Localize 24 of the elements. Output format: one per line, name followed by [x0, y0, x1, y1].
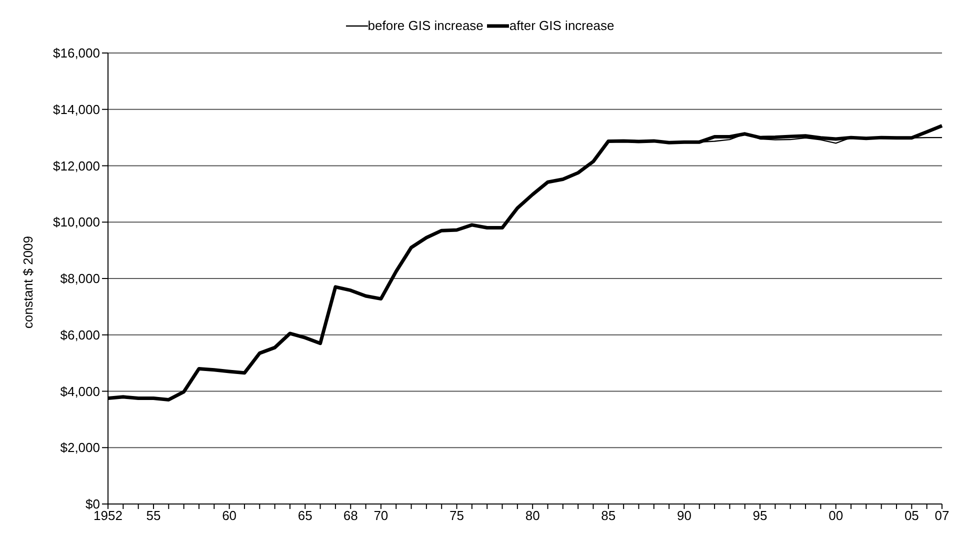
x-tick-label: 70: [374, 508, 388, 524]
x-tick-label: 75: [450, 508, 464, 524]
x-tick-label: 95: [752, 508, 768, 524]
y-tick-label: $14,000: [53, 102, 100, 117]
x-tick-label: 65: [298, 508, 312, 524]
x-tick-label: 85: [601, 508, 616, 524]
x-tick-label: 68: [343, 508, 358, 524]
y-tick-label: $6,000: [60, 327, 100, 342]
x-tick-label: 80: [525, 508, 540, 524]
x-tick-label: 90: [676, 508, 692, 524]
y-axis-title: constant $ 2009: [20, 236, 36, 328]
y-tick-label: $16,000: [53, 46, 100, 61]
x-tick-label: 05: [904, 508, 919, 524]
y-tick-label: $12,000: [53, 158, 100, 174]
legend-label: after GIS increase: [509, 18, 614, 33]
y-tick-label: $8,000: [60, 271, 100, 286]
legend-label: before GIS increase: [368, 18, 484, 33]
x-tick-label: 00: [828, 508, 844, 524]
y-tick-label: $10,000: [53, 214, 100, 230]
x-tick-label: 07: [934, 508, 950, 524]
y-tick-label: $4,000: [60, 384, 100, 399]
x-tick-label: 55: [146, 508, 161, 524]
x-tick-label: 60: [222, 508, 237, 524]
y-tick-label: $2,000: [60, 440, 100, 456]
